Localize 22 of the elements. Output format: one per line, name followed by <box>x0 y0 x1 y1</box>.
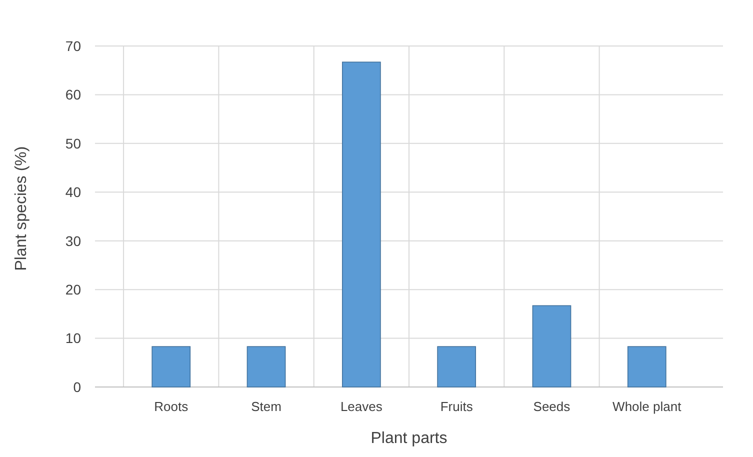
bar <box>246 346 286 388</box>
x-tick-label: Stem <box>251 399 282 414</box>
y-tick-label: 60 <box>65 86 82 103</box>
y-tick-label: 0 <box>73 378 82 395</box>
bar <box>437 346 476 388</box>
y-axis-title: Plant species (%) <box>13 146 30 271</box>
x-tick-label: Leaves <box>340 399 383 414</box>
bar <box>152 346 191 388</box>
bar <box>532 305 572 388</box>
x-tick-label: Roots <box>154 399 189 414</box>
y-tick-label: 40 <box>65 184 82 200</box>
x-tick-label: Whole plant <box>612 399 682 414</box>
x-tick-label: Seeds <box>533 399 571 414</box>
y-tick-label: 50 <box>65 135 82 152</box>
bar <box>627 346 666 388</box>
x-tick-label: Fruits <box>440 399 474 414</box>
y-tick-label: 10 <box>65 330 82 346</box>
y-tick-label: 70 <box>65 38 82 54</box>
bar <box>342 62 381 388</box>
y-tick-label: 30 <box>65 232 82 249</box>
y-tick-label: 20 <box>65 281 82 298</box>
x-axis-title: Plant parts <box>370 430 448 447</box>
